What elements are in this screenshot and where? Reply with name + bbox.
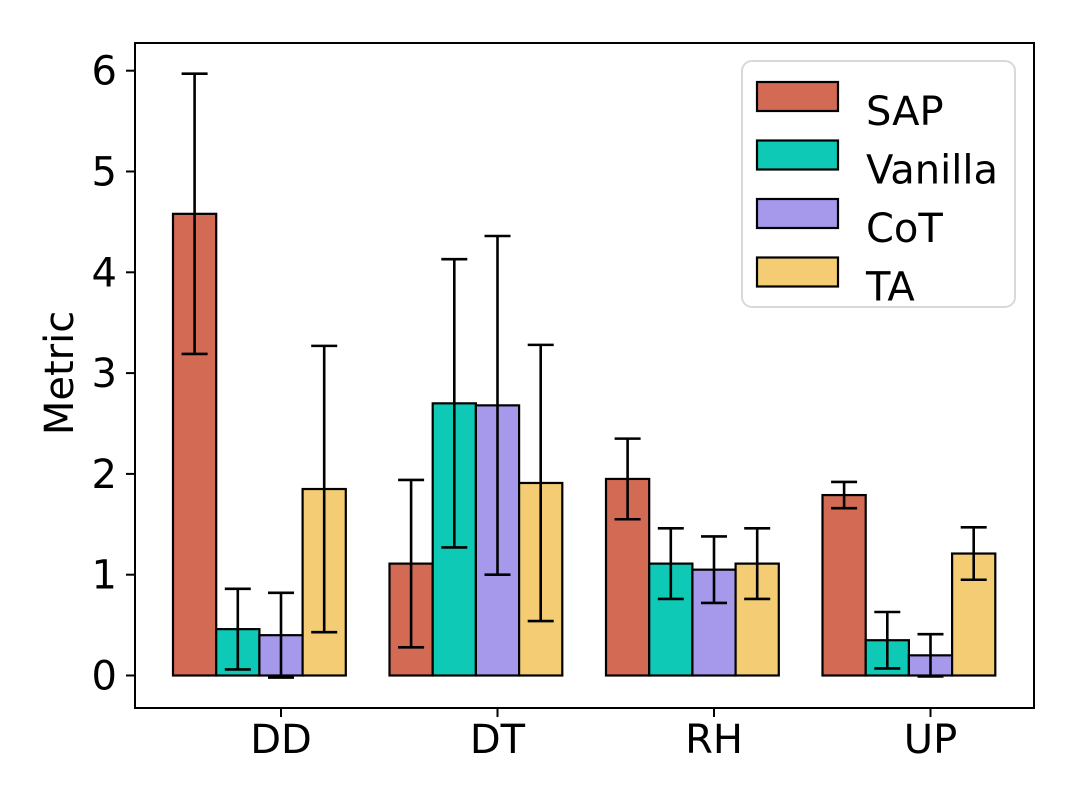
bar-UP-SAP (821, 493, 867, 677)
legend-swatch-SAP (755, 80, 840, 113)
chart-generated-content: 0 1 2 3 4 5 6 DD DT RH UP SAP Vanilla CoT TA (92, 42, 1035, 763)
x-tick-label-UP: UP (904, 717, 957, 763)
legend-label-Vanilla: Vanilla (866, 148, 998, 194)
y-tick-label-0: 0 (92, 654, 117, 700)
plot-border (134, 42, 1035, 709)
y-axis-label: Metric (37, 311, 83, 435)
legend-label-SAP: SAP (866, 89, 944, 135)
y-tick-label-1: 1 (92, 553, 117, 599)
legend-label-CoT: CoT (866, 206, 943, 252)
legend-label-TA: TA (865, 265, 915, 311)
legend-swatch-CoT (755, 197, 840, 230)
x-tick-label-DD: DD (250, 717, 312, 763)
y-tick-label-6: 6 (92, 49, 117, 95)
legend-swatch-Vanilla (755, 139, 840, 171)
legend-swatch-TA (755, 256, 840, 288)
y-tick-label-3: 3 (92, 351, 117, 397)
x-tick-label-DT: DT (470, 717, 526, 763)
y-tick-label-5: 5 (92, 150, 117, 196)
legend-box (741, 60, 1016, 308)
y-tick-label-4: 4 (92, 250, 117, 296)
y-tick-label-2: 2 (92, 452, 117, 498)
x-tick-label-RH: RH (685, 717, 743, 763)
